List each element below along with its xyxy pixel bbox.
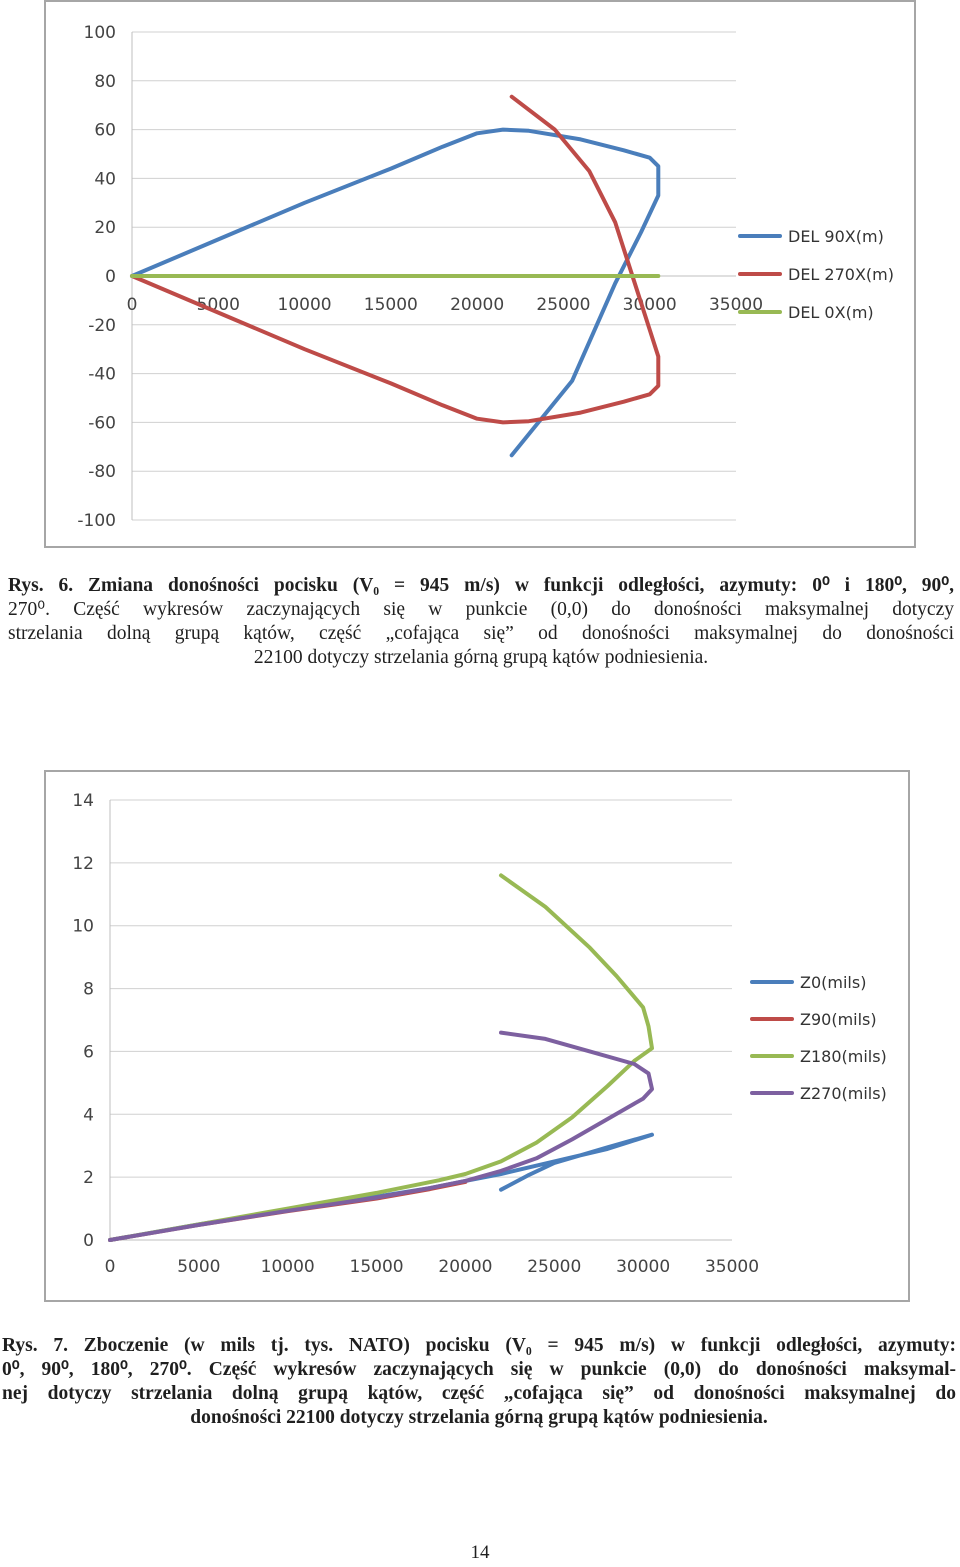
legend-label: Z90(mils) bbox=[800, 1010, 877, 1029]
x-tick-label: 0 bbox=[127, 295, 138, 315]
legend-label: Z0(mils) bbox=[800, 973, 866, 992]
legend-label: DEL 90X(m) bbox=[788, 227, 884, 246]
y-tick-label: 4 bbox=[83, 1105, 94, 1125]
legend-label: Z270(mils) bbox=[800, 1084, 887, 1103]
y-tick-label: 8 bbox=[83, 980, 94, 1000]
caption6-line3: strzelania dolną grupą kątów, część „cof… bbox=[8, 623, 954, 644]
y-tick-label: 40 bbox=[94, 169, 116, 189]
x-tick-label: 15000 bbox=[350, 1257, 404, 1277]
series-line-2 bbox=[108, 873, 654, 1242]
caption6-line1: Rys. 6. Zmiana donośności pocisku (V₀ = … bbox=[8, 575, 954, 596]
x-tick-label: 15000 bbox=[364, 295, 418, 315]
series-line-1 bbox=[130, 94, 661, 425]
y-tick-label: 20 bbox=[94, 218, 116, 238]
figure-6-caption: Rys. 6. Zmiana donośności pocisku (V₀ = … bbox=[8, 574, 954, 670]
x-tick-label: 5000 bbox=[177, 1257, 220, 1277]
caption7-line1: Rys. 7. Zboczenie (w mils tj. tys. NATO)… bbox=[2, 1335, 956, 1356]
legend-label: Z180(mils) bbox=[800, 1047, 887, 1066]
caption7-line2: 0⁰, 90⁰, 180⁰, 270⁰. Część wykresów zacz… bbox=[2, 1359, 956, 1380]
x-tick-label: 10000 bbox=[261, 1257, 315, 1277]
chart-drift-vs-distance: 14 12 10 8 6 4 2 0 0 5000 10000 15000 20000 25000 3000… bbox=[44, 770, 910, 1302]
x-tick-label: 30000 bbox=[623, 295, 677, 315]
y-tick-label: 10 bbox=[72, 917, 94, 937]
y-tick-label: 80 bbox=[94, 72, 116, 92]
y-tick-label: 100 bbox=[84, 23, 116, 43]
x-tick-label: 35000 bbox=[705, 1257, 759, 1277]
series-line-0 bbox=[130, 127, 661, 458]
y-tick-label: -60 bbox=[88, 413, 116, 433]
y-tick-label: -80 bbox=[88, 462, 116, 482]
chart-range-vs-distance: 100 80 60 40 20 0 -20 -40 -60 -80 -100 0 5000 10000 15… bbox=[44, 0, 916, 548]
caption6-line4: 22100 dotyczy strzelania górną grupą kąt… bbox=[253, 647, 709, 668]
caption6-line2: 270⁰. Część wykresów zaczynających się w… bbox=[8, 599, 954, 620]
page-number: 14 bbox=[470, 1542, 490, 1563]
x-tick-label: 30000 bbox=[616, 1257, 670, 1277]
y-tick-label: 60 bbox=[94, 121, 116, 141]
x-tick-label: 25000 bbox=[527, 1257, 581, 1277]
legend-label: DEL 0X(m) bbox=[788, 303, 874, 322]
x-tick-label: 25000 bbox=[536, 295, 590, 315]
y-tick-label: 6 bbox=[83, 1042, 94, 1062]
y-tick-label: -100 bbox=[77, 511, 116, 531]
caption7-line4: donośności 22100 dotyczy strzelania górn… bbox=[190, 1407, 768, 1428]
x-tick-label: 10000 bbox=[278, 295, 332, 315]
y-tick-label: -40 bbox=[88, 365, 116, 385]
figure-7-caption: Rys. 7. Zboczenie (w mils tj. tys. NATO)… bbox=[2, 1334, 956, 1430]
y-tick-label: 12 bbox=[72, 854, 94, 874]
x-tick-label: 0 bbox=[105, 1257, 116, 1277]
series-line-3 bbox=[108, 1030, 654, 1242]
y-tick-label: 14 bbox=[72, 791, 94, 811]
y-tick-label: 0 bbox=[105, 267, 116, 287]
y-tick-label: 0 bbox=[83, 1231, 94, 1251]
chart2-svg: 14 12 10 8 6 4 2 00 5000 10000 15000 20000 25000 3000… bbox=[72, 791, 887, 1277]
legend-label: DEL 270X(m) bbox=[788, 265, 894, 284]
x-tick-label: 20000 bbox=[438, 1257, 492, 1277]
y-tick-label: -20 bbox=[88, 316, 116, 336]
y-tick-label: 2 bbox=[83, 1168, 94, 1188]
caption7-line3: nej dotyczy strzelania dolną grupą kątów… bbox=[2, 1383, 956, 1404]
x-tick-label: 20000 bbox=[450, 295, 504, 315]
